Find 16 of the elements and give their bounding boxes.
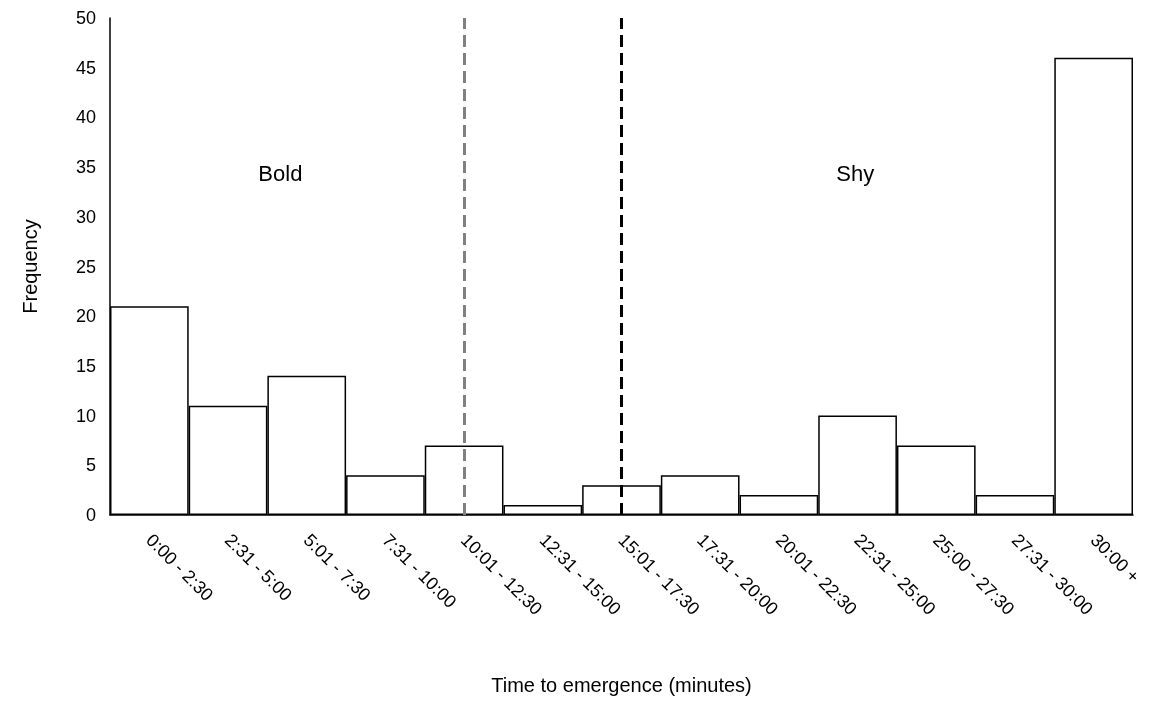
y-axis-title: Frequency	[19, 219, 41, 314]
y-tick-label: 45	[75, 57, 96, 78]
annotation: Shy	[836, 160, 875, 186]
y-tick-label: 25	[75, 256, 96, 277]
y-tick-label: 20	[75, 306, 96, 327]
y-tick-label: 5	[85, 455, 96, 476]
y-tick-label: 35	[75, 157, 96, 178]
y-tick-label: 30	[75, 206, 96, 227]
annotation: Bold	[258, 160, 303, 186]
x-axis-title: Time to emergence (minutes)	[491, 674, 752, 696]
x-tick-label: 0:00 - 2:30	[142, 529, 218, 605]
y-tick-label: 50	[75, 8, 96, 28]
y-tick-label: 40	[75, 107, 96, 128]
y-tick-label: 15	[75, 355, 96, 376]
y-tick-label: 0	[85, 505, 96, 525]
y-tick-label: 10	[75, 405, 96, 426]
